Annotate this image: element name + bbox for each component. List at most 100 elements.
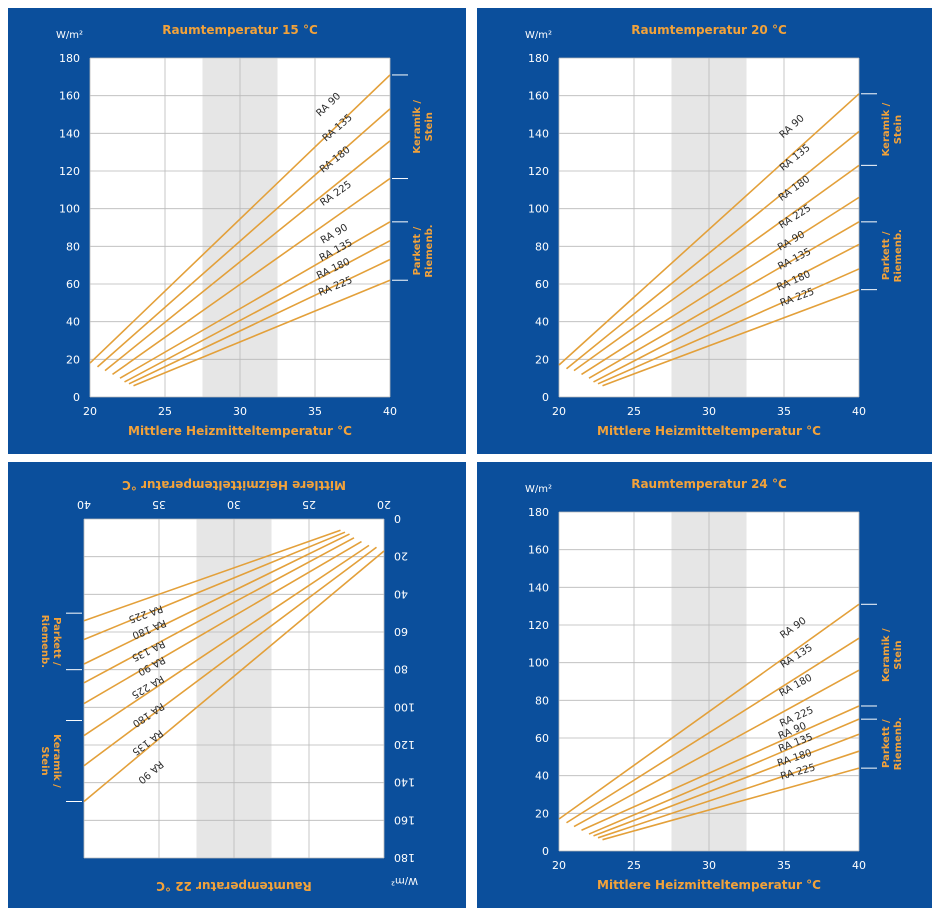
series-line <box>581 705 860 832</box>
x-tick-label: 35 <box>152 498 166 511</box>
y-tick-label: 100 <box>528 203 549 216</box>
x-tick-label: 40 <box>383 405 397 418</box>
y-axis-unit: W/m² <box>56 30 83 41</box>
y-tick-label: 160 <box>59 90 80 103</box>
chart-title: Raumtemperatur 20 °C <box>631 23 787 37</box>
x-tick-label: 40 <box>77 498 91 511</box>
series-line <box>573 669 860 828</box>
y-tick-label: 120 <box>394 738 415 751</box>
y-tick-label: 140 <box>528 581 549 594</box>
series-line <box>558 93 860 366</box>
y-tick-label: 180 <box>528 506 549 519</box>
x-tick-label: 20 <box>83 405 97 418</box>
y-tick-label: 80 <box>66 240 80 253</box>
x-tick-label: 40 <box>852 405 866 418</box>
y-tick-label: 100 <box>394 700 415 713</box>
y-tick-label: 80 <box>535 694 549 707</box>
group-label: Parkett /Riemenb. <box>881 717 904 770</box>
y-tick-label: 120 <box>59 165 80 178</box>
x-tick-label: 30 <box>702 859 716 872</box>
series-line <box>83 533 350 665</box>
x-tick-label: 25 <box>627 405 641 418</box>
y-tick-label: 20 <box>535 807 549 820</box>
chart-panel-20: 0 20 40 60 80 100 120 140 160 180 20 25 30 35 40 Raumte… <box>477 8 932 454</box>
series-line <box>83 544 370 737</box>
y-tick-label: 0 <box>73 391 80 404</box>
x-tick-label: 35 <box>777 859 791 872</box>
series-line <box>593 733 860 837</box>
series-line <box>83 540 362 705</box>
y-tick-label: 40 <box>535 316 549 329</box>
series-line <box>112 177 391 376</box>
series-line <box>83 537 355 684</box>
x-tick-label: 35 <box>308 405 322 418</box>
chart-panel-24: 0 20 40 60 80 100 120 140 160 180 20 25 30 35 40 Raumte… <box>477 462 932 908</box>
series-line <box>124 239 391 383</box>
series-line <box>573 164 860 372</box>
series-line <box>104 140 391 372</box>
y-tick-label: 60 <box>535 278 549 291</box>
x-tick-label: 35 <box>777 405 791 418</box>
series-line <box>83 531 346 641</box>
y-tick-label: 140 <box>394 776 415 789</box>
series-line <box>602 288 860 387</box>
y-axis-unit: W/m² <box>391 875 418 886</box>
y-tick-label: 0 <box>542 391 549 404</box>
series-line <box>597 268 860 385</box>
series-line <box>83 529 341 622</box>
x-tick-label: 20 <box>377 498 391 511</box>
group-label: Parkett /Riemenb. <box>412 224 435 277</box>
series-line <box>133 279 391 387</box>
y-tick-label: 100 <box>59 203 80 216</box>
group-label: Keramik /Stein <box>412 100 435 154</box>
y-tick-label: 180 <box>394 851 415 864</box>
chart-22-svg: 0204060801001201401601802025303540Raumte… <box>39 478 418 893</box>
y-tick-label: 40 <box>66 316 80 329</box>
y-tick-label: 20 <box>66 353 80 366</box>
y-tick-label: 120 <box>528 165 549 178</box>
y-tick-label: 120 <box>528 619 549 632</box>
series-line <box>565 130 860 370</box>
x-tick-label: 25 <box>302 498 316 511</box>
series-line <box>602 767 860 841</box>
group-label: Parkett /Riemenb. <box>39 615 62 668</box>
x-axis-label: Mittlere Heizmitteltemperatur °C <box>122 478 346 492</box>
group-label: Parkett /Riemenb. <box>881 229 904 282</box>
x-tick-label: 20 <box>552 405 566 418</box>
y-tick-label: 180 <box>528 52 549 65</box>
y-tick-label: 60 <box>66 278 80 291</box>
x-tick-label: 25 <box>627 859 641 872</box>
series-line <box>558 603 860 820</box>
y-axis-unit: W/m² <box>525 30 552 41</box>
series-line <box>597 750 860 839</box>
group-label: Keramik /Stein <box>881 102 904 156</box>
y-axis-unit: W/m² <box>525 484 552 495</box>
y-tick-label: 60 <box>535 732 549 745</box>
series-line <box>588 718 860 835</box>
y-tick-label: 40 <box>394 587 408 600</box>
x-tick-label: 20 <box>552 859 566 872</box>
chart-title: Raumtemperatur 24 °C <box>631 477 787 491</box>
series-line <box>588 221 860 379</box>
series-line <box>96 108 391 368</box>
y-tick-label: 160 <box>394 813 415 826</box>
series-line <box>128 258 391 385</box>
series-line <box>83 546 377 767</box>
y-tick-label: 0 <box>394 512 401 525</box>
y-tick-label: 100 <box>528 657 549 670</box>
group-label: Keramik /Stein <box>39 734 62 788</box>
chart-title: Raumtemperatur 15 °C <box>162 23 318 37</box>
y-tick-label: 180 <box>59 52 80 65</box>
y-tick-label: 20 <box>394 550 408 563</box>
y-tick-label: 80 <box>394 663 408 676</box>
x-tick-label: 30 <box>233 405 247 418</box>
group-label: Keramik /Stein <box>881 628 904 682</box>
series-line <box>83 550 385 803</box>
series-line <box>119 221 391 379</box>
x-tick-label: 30 <box>227 498 241 511</box>
series-line <box>581 196 860 376</box>
series-line <box>593 243 860 383</box>
